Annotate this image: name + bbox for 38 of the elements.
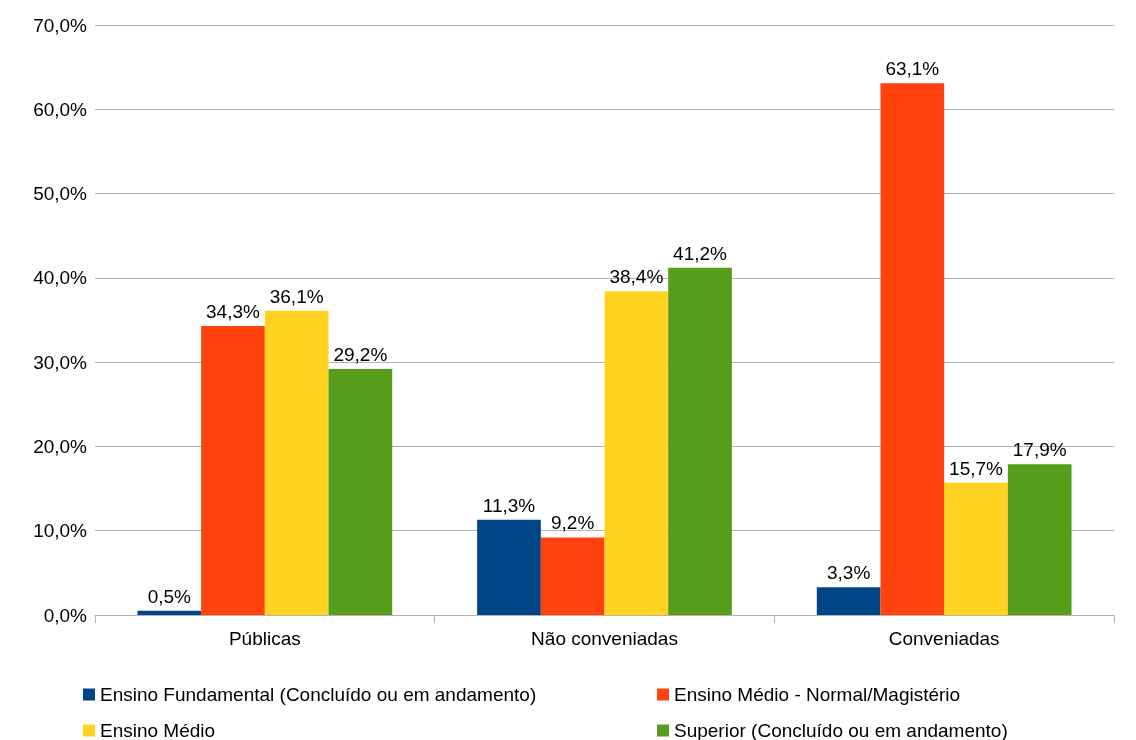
y-tick-label: 20,0%	[33, 435, 88, 457]
bar	[816, 587, 881, 615]
data-label: 36,1%	[269, 285, 324, 307]
x-tick-label: Conveniadas	[888, 628, 1000, 649]
bar	[880, 83, 945, 615]
data-label: 9,2%	[551, 512, 595, 534]
y-tick-label: 60,0%	[33, 98, 88, 120]
legend-label: Ensino Médio	[100, 720, 216, 740]
y-tick-label: 40,0%	[33, 267, 88, 289]
y-tick-label: 0,0%	[43, 604, 88, 626]
data-label: 38,4%	[609, 266, 664, 288]
data-label: 15,7%	[949, 457, 1004, 479]
y-tick-label: 10,0%	[33, 520, 88, 542]
data-label: 17,9%	[1012, 439, 1067, 461]
bar	[604, 291, 669, 615]
bar	[477, 519, 541, 615]
data-label: 34,3%	[206, 300, 261, 322]
bar	[137, 610, 202, 615]
data-label: 3,3%	[826, 562, 871, 584]
data-label: 0,5%	[147, 585, 192, 607]
data-label: 41,2%	[673, 242, 728, 264]
y-tick-label: 30,0%	[33, 351, 88, 373]
bar	[328, 368, 393, 615]
x-tick-label: Públicas	[228, 628, 301, 649]
bar	[264, 310, 329, 615]
y-tick-label: 70,0%	[33, 14, 88, 36]
y-tick-label: 50,0%	[33, 183, 88, 205]
data-label: 11,3%	[482, 494, 536, 516]
legend-label: Ensino Médio - Normal/Magistério	[674, 684, 961, 705]
legend-label: Ensino Fundamental (Concluído ou em andamento)	[100, 684, 537, 705]
bar	[944, 482, 1008, 615]
bar	[1007, 464, 1072, 615]
x-tick-label: Não conveniadas	[531, 628, 678, 649]
bar	[201, 325, 265, 615]
data-label: 63,1%	[885, 58, 940, 80]
bar	[668, 267, 732, 615]
data-label: 29,2%	[333, 343, 388, 365]
bar	[540, 537, 605, 615]
